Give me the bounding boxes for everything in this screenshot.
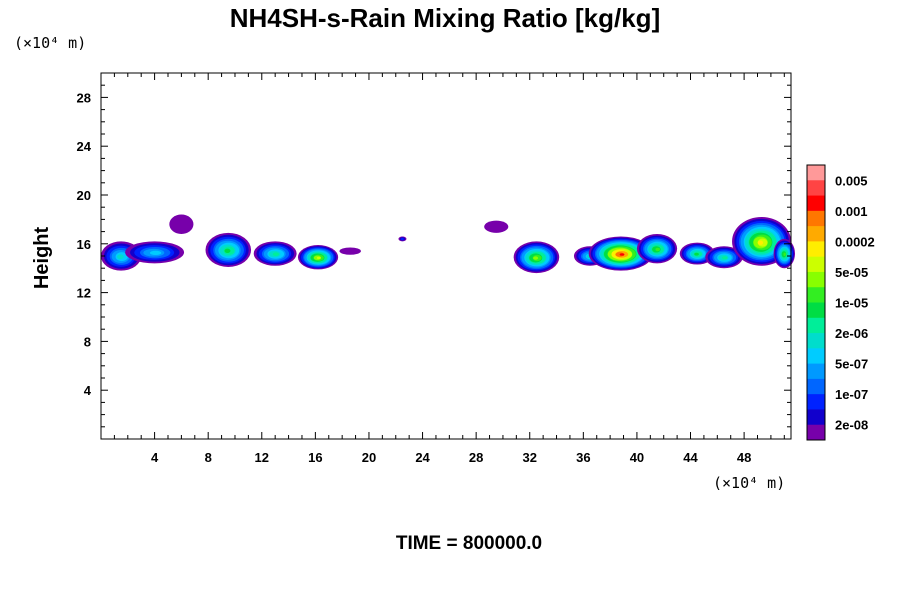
x-tick-label: 32 — [523, 450, 537, 465]
y-unit-label: (×10⁴ m) — [14, 34, 86, 52]
contour-band — [339, 247, 361, 255]
colorbar-label: 2e-08 — [835, 418, 868, 433]
x-tick-label: 24 — [415, 450, 430, 465]
colorbar-label: 5e-05 — [835, 265, 868, 280]
contour-band — [757, 240, 764, 245]
cloud-blob — [297, 245, 339, 270]
cloud-blob — [636, 234, 678, 264]
colorbar-swatch — [807, 226, 825, 242]
x-tick-label: 20 — [362, 450, 376, 465]
cloud-blob — [339, 247, 361, 255]
cloud-blob — [398, 236, 407, 242]
contour-band — [149, 250, 162, 256]
colorbar-label: 1e-07 — [835, 387, 868, 402]
colorbar-swatch — [807, 271, 825, 288]
cloud-blob — [484, 220, 509, 233]
contour-band — [619, 253, 625, 256]
x-tick-label: 36 — [576, 450, 590, 465]
contour-band — [316, 256, 321, 260]
cloud-blob — [169, 214, 194, 235]
contour-band — [533, 256, 539, 260]
x-tick-label: 40 — [630, 450, 644, 465]
colorbar-label: 1e-05 — [835, 296, 868, 311]
colorbar-swatch — [807, 363, 825, 380]
colorbar-label: 0.005 — [835, 173, 868, 188]
colorbar-swatch — [807, 317, 825, 334]
colorbar-swatch — [807, 394, 825, 410]
cloud-blob — [679, 242, 715, 265]
colorbar-label: 0.0002 — [835, 234, 875, 249]
x-tick-label: 48 — [737, 450, 751, 465]
contour-band — [224, 248, 231, 254]
cloud-blob — [125, 241, 185, 264]
cloud-blob — [588, 236, 653, 271]
y-tick-label: 20 — [77, 188, 91, 203]
colorbar-swatch — [807, 333, 825, 349]
time-label: TIME = 800000.0 — [396, 533, 542, 554]
cloud-blob — [705, 246, 743, 269]
colorbar-swatch — [807, 195, 825, 212]
colorbar-swatch — [807, 287, 825, 303]
x-tick-label: 16 — [308, 450, 322, 465]
x-unit-label: (×10⁴ m) — [713, 474, 785, 492]
colorbar-swatch — [807, 241, 825, 258]
y-tick-label: 12 — [77, 286, 91, 301]
y-tick-label: 8 — [84, 334, 91, 349]
colorbar-swatch — [807, 256, 825, 273]
chart-title: NH4SH-s-Rain Mixing Ratio [kg/kg] — [230, 3, 660, 33]
colorbar-frame — [806, 164, 826, 441]
contour-band — [694, 252, 699, 256]
contour-band — [783, 252, 786, 257]
x-tick-label: 12 — [255, 450, 269, 465]
x-tick-label: 8 — [205, 450, 212, 465]
contour-band — [484, 220, 509, 233]
contour-band — [721, 256, 728, 260]
colorbar-label: 0.001 — [835, 204, 868, 219]
colorbar-label: 5e-07 — [835, 357, 868, 372]
contour-band — [400, 238, 404, 241]
contour-band — [117, 254, 124, 260]
colorbar-swatch — [807, 302, 825, 319]
colorbar-swatch — [807, 409, 825, 426]
y-tick-label: 24 — [77, 139, 92, 154]
cloud-field — [101, 214, 796, 274]
cloud-blob — [513, 241, 560, 274]
y-axis-label: Height — [31, 227, 53, 290]
colorbar-swatch — [807, 378, 825, 395]
colorbar-label: 2e-06 — [835, 326, 868, 341]
y-tick-label: 4 — [84, 383, 92, 398]
colorbar-swatch — [807, 180, 825, 197]
cloud-blob — [205, 232, 252, 267]
contour-band — [655, 247, 661, 252]
colorbar: 0.005 0.001 0.0002 5e-05 1e-05 2e-06 5e-07 1e-0… — [806, 164, 875, 441]
colorbar-swatch — [807, 165, 825, 181]
colorbar-swatch — [807, 424, 825, 441]
x-tick-label: 28 — [469, 450, 483, 465]
y-tick-label: 16 — [77, 237, 91, 252]
x-tick-label: 44 — [683, 450, 698, 465]
x-tick-label: 4 — [151, 450, 159, 465]
cloud-blob — [773, 238, 796, 269]
contour-band — [169, 214, 194, 235]
y-tick-label: 28 — [77, 90, 91, 105]
cloud-blob — [253, 241, 297, 266]
colorbar-swatch — [807, 348, 825, 365]
colorbar-swatch — [807, 210, 825, 227]
contour-band — [272, 252, 280, 256]
